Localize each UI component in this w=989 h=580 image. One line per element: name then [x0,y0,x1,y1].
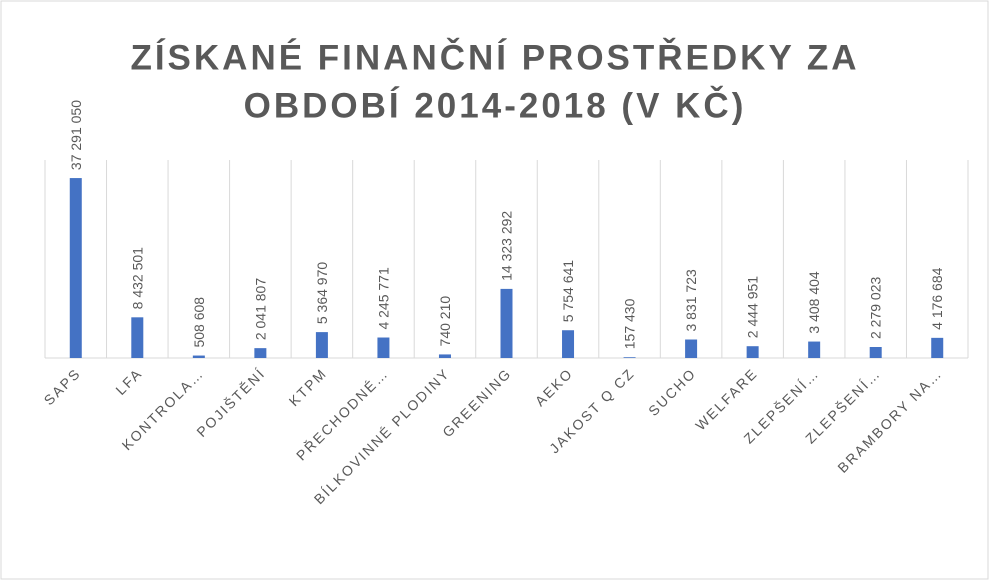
data-label: 4 176 684 [929,267,945,329]
data-label: 740 210 [437,296,453,347]
data-label: 14 323 292 [499,211,515,281]
bar [438,354,451,358]
bar [500,288,513,358]
data-label: 8 432 501 [129,247,145,309]
bar [746,346,759,358]
bar [808,341,821,358]
data-label: 4 245 771 [375,267,391,329]
bar [192,355,205,358]
bar [254,348,267,358]
bar [377,337,390,358]
bar [931,337,944,358]
bar [869,347,882,358]
bar [69,178,82,358]
bar [315,332,328,358]
data-label: 2 279 023 [868,277,884,339]
data-label: 5 754 641 [560,260,576,322]
data-label: 157 430 [622,298,638,349]
chart-title: OBDOBÍ 2014-2018 (V KČ) [244,85,747,125]
data-label: 508 608 [191,297,207,348]
data-label: 3 408 404 [806,271,822,333]
bar [685,339,698,358]
data-label: 37 291 050 [68,100,84,170]
bar [131,317,144,358]
data-label: 2 041 807 [252,278,268,340]
data-label: 2 444 951 [745,276,761,338]
chart-title: ZÍSKANÉ FINANČNÍ PROSTŘEDKY ZA [130,37,859,77]
data-label: 5 364 970 [314,262,330,324]
data-label: 3 831 723 [683,269,699,331]
bar [562,330,575,358]
bar [623,357,636,358]
